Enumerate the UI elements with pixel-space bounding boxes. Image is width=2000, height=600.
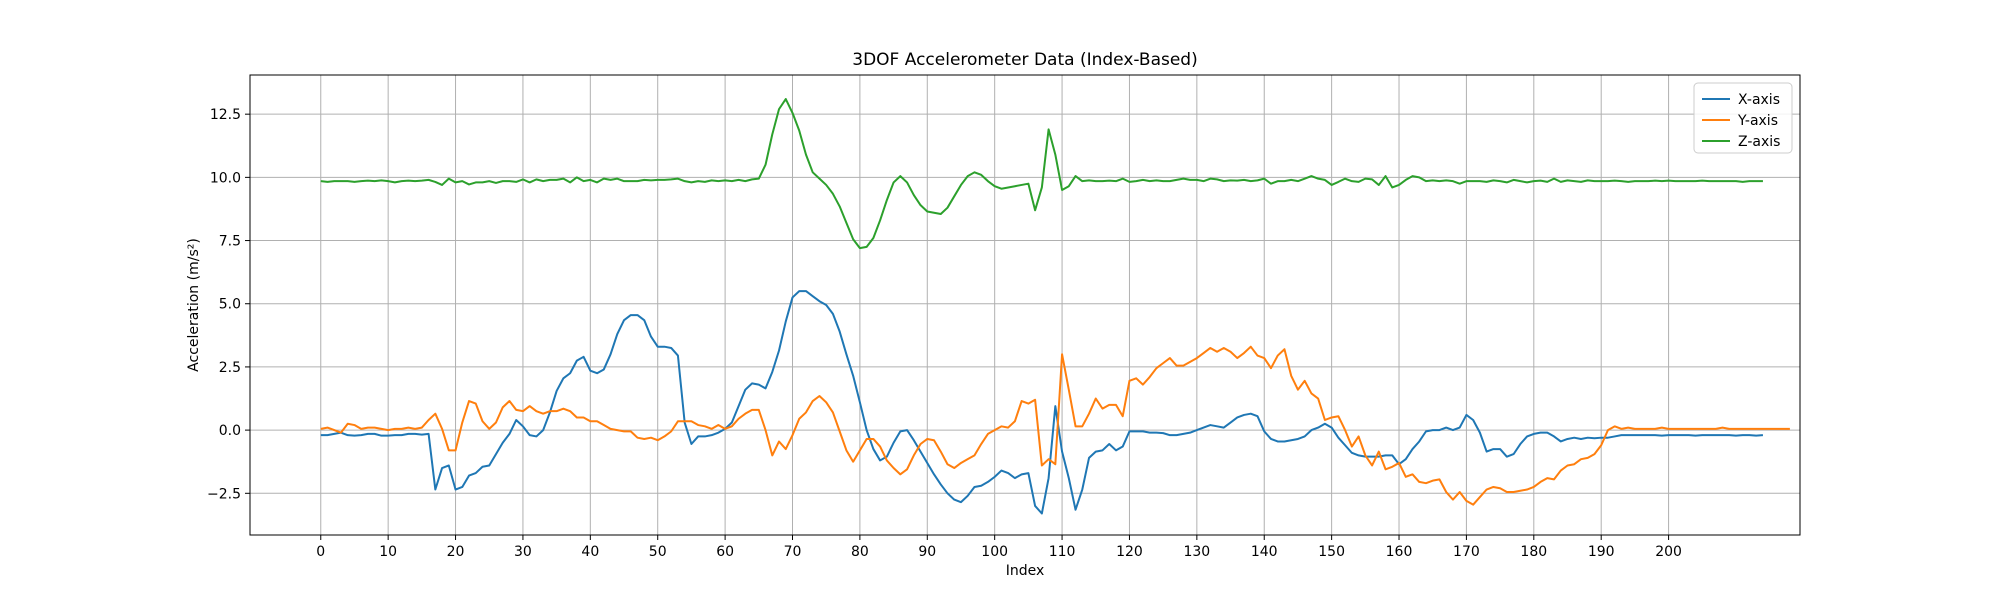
series-line-y-axis [320,345,1790,506]
y-tick-label: 12.5 [210,107,241,123]
x-tick-label: 190 [1588,544,1615,560]
x-axis-title: Index [1006,563,1045,579]
series-line-z-axis [320,98,1763,250]
x-tick-label: 130 [1183,544,1210,560]
x-tick-label: 170 [1453,544,1480,560]
x-tick-label: 0 [316,544,325,560]
grid-lines [250,75,1800,535]
legend-label: X-axis [1738,92,1780,108]
legend-label: Z-axis [1738,134,1780,150]
y-tick-label: 2.5 [219,360,241,376]
x-tick-label: 150 [1318,544,1345,560]
x-tick-label: 180 [1520,544,1547,560]
x-tick-label: 160 [1386,544,1413,560]
x-tick-label: 120 [1116,544,1143,560]
x-tick-label: 140 [1251,544,1278,560]
x-tick-label: 20 [447,544,465,560]
y-tick-label: −2.5 [207,486,241,502]
legend-label: Y-axis [1737,113,1778,129]
x-tick-label: 200 [1655,544,1682,560]
axis-ticks: 0 10 20 30 40 50 60 70 80 90 100 110 120 130 140 150 160… [207,107,1682,560]
y-tick-label: 7.5 [219,234,241,250]
x-tick-label: 30 [514,544,532,560]
y-tick-label: 10.0 [210,170,241,186]
y-tick-label: 5.0 [219,297,241,313]
x-tick-label: 40 [581,544,599,560]
x-tick-label: 80 [851,544,869,560]
x-tick-label: 110 [1049,544,1076,560]
x-tick-label: 10 [379,544,397,560]
y-tick-label: 0.0 [219,423,241,439]
series-lines [320,98,1790,515]
x-tick-label: 60 [716,544,734,560]
series-line-x-axis [320,290,1764,515]
x-tick-label: 100 [981,544,1008,560]
chart-title: 3DOF Accelerometer Data (Index-Based) [852,50,1197,70]
x-tick-label: 50 [649,544,667,560]
legend: X-axis Y-axis Z-axis [1693,82,1793,154]
x-tick-label: 70 [784,544,802,560]
legend-box [1693,82,1793,154]
x-tick-label: 90 [918,544,936,560]
y-axis-title: Acceleration (m/s²) [186,238,202,372]
plot-area-frame [249,74,1801,536]
